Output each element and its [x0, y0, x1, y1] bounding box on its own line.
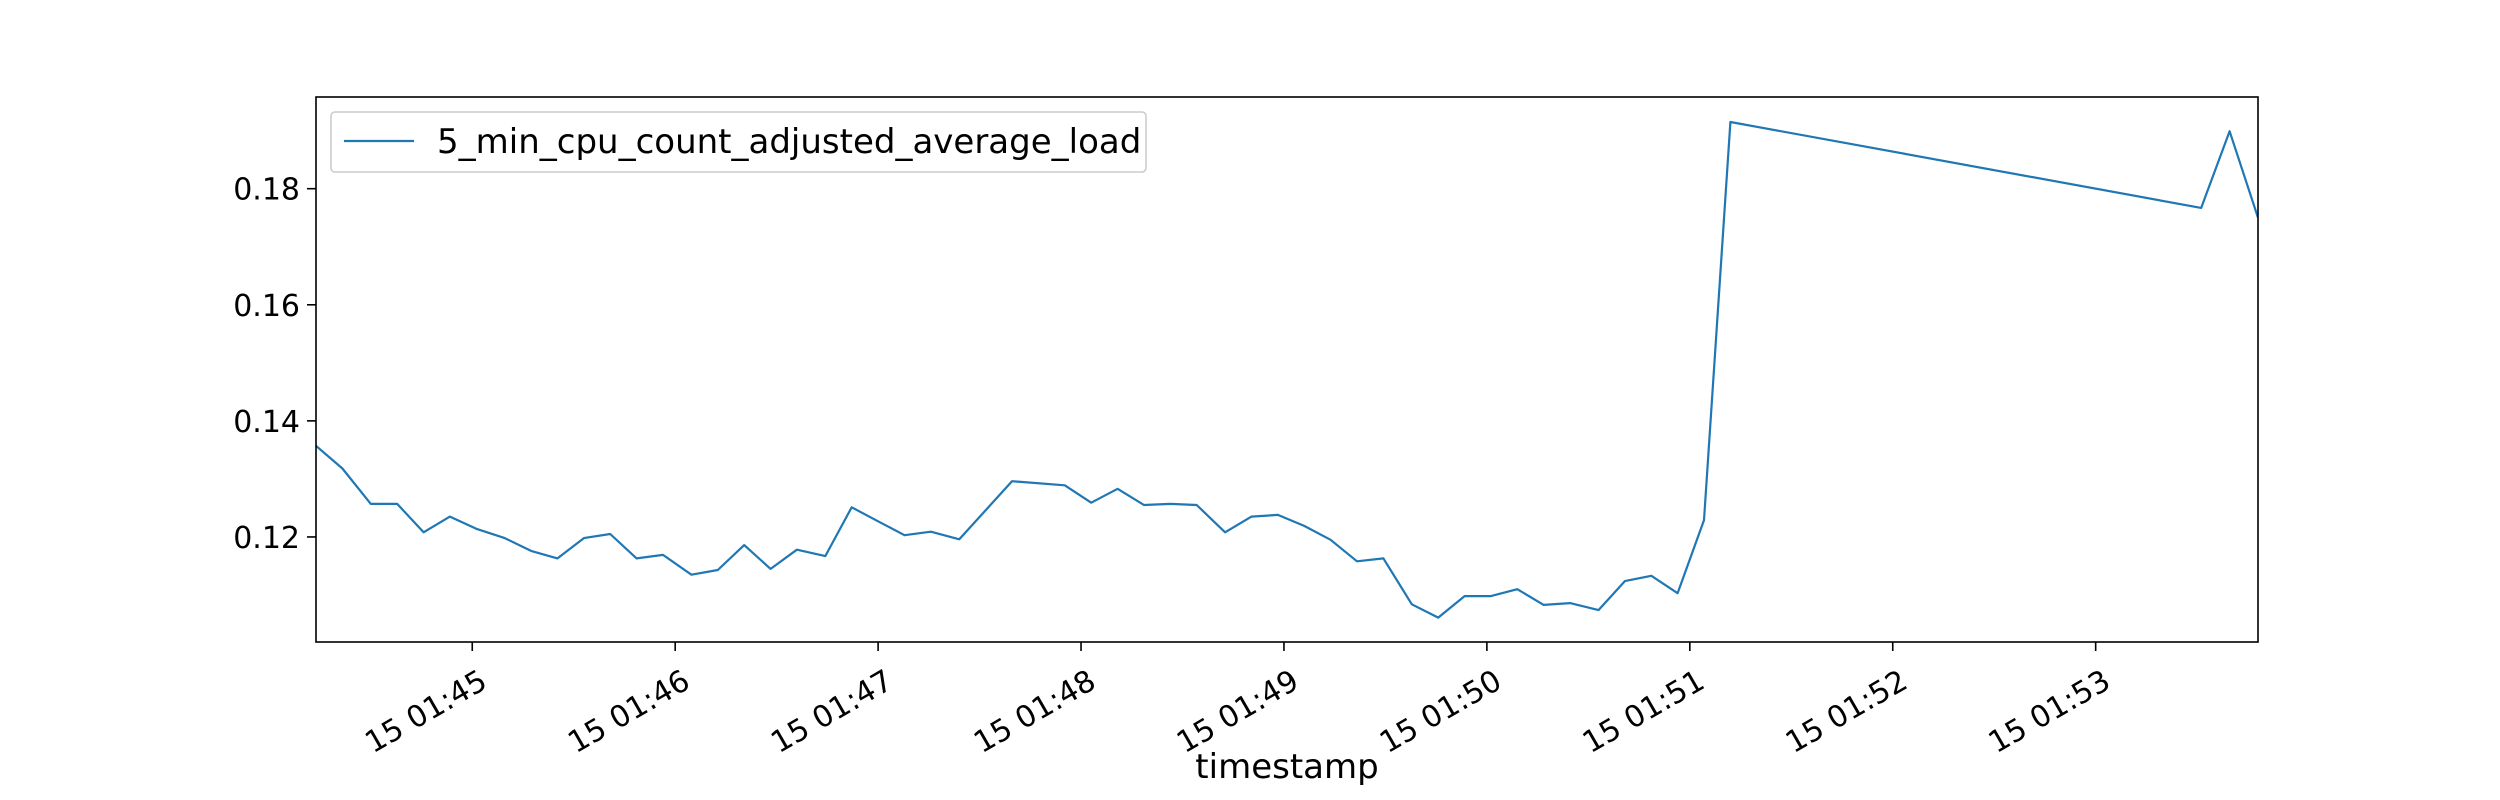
y-tick-label: 0.18 [233, 173, 300, 208]
x-tick-label: 15 01:53 [1983, 663, 2117, 760]
x-tick-label: 15 01:46 [562, 663, 696, 760]
x-tick-label: 15 01:52 [1780, 663, 1914, 760]
plot-frame [315, 96, 2259, 643]
x-tick-label: 15 01:47 [765, 663, 899, 760]
y-tick-label: 0.16 [233, 289, 300, 324]
x-axis: 15 01:45 15 01:46 15 01:47 15 01:48 15 01:49… [359, 642, 2116, 761]
y-tick-label: 0.12 [233, 521, 300, 556]
y-axis: 0.12 0.14 0.16 0.18 [233, 173, 316, 556]
y-tick-label: 0.14 [233, 405, 300, 440]
x-tick-label: 15 01:48 [968, 663, 1102, 760]
legend: 5_min_cpu_count_adjusted_average_load [330, 111, 1147, 173]
x-tick-label: 15 01:51 [1577, 663, 1711, 760]
legend-label-series-1: 5_min_cpu_count_adjusted_average_load [437, 122, 1141, 162]
series-line [316, 120, 2258, 619]
x-tick-label: 15 01:50 [1374, 663, 1508, 760]
series-layer [316, 120, 2258, 619]
legend-box [330, 111, 1147, 173]
x-tick-label: 15 01:45 [359, 663, 493, 760]
x-axis-title: timestamp [1195, 747, 1378, 787]
